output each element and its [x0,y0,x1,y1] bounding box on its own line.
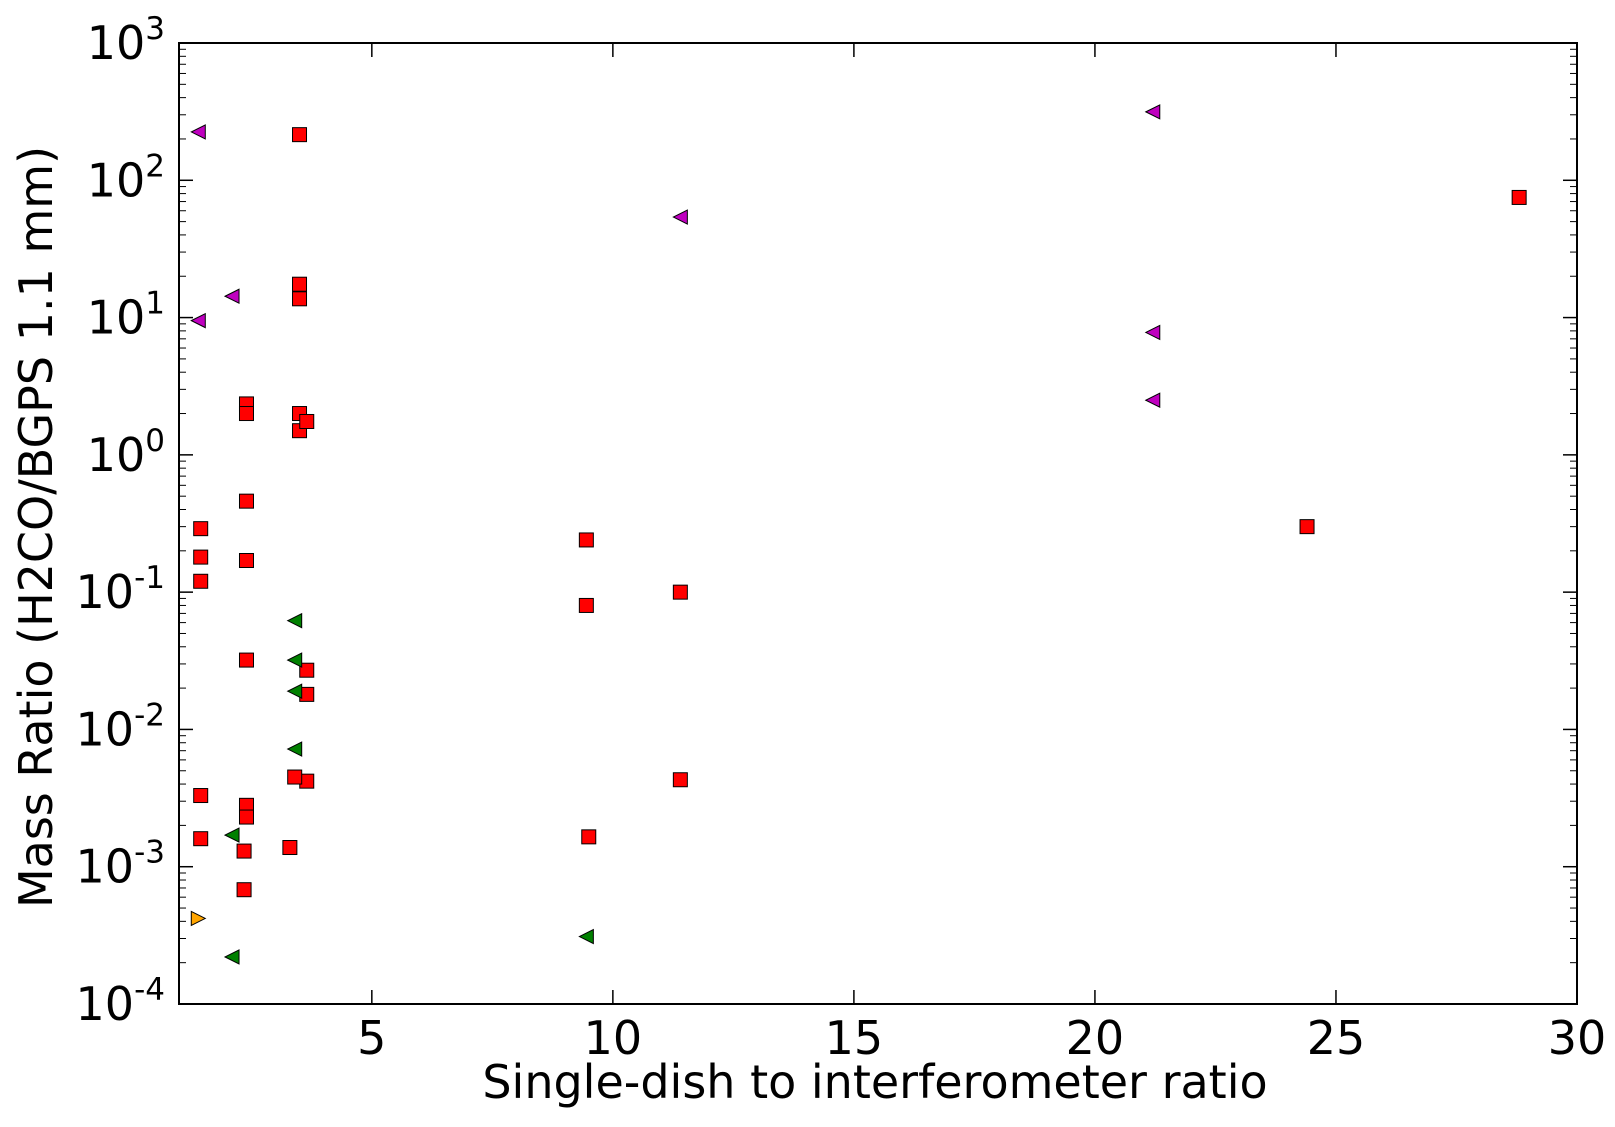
y-tick-label: 101 [87,286,165,345]
plot-frame [178,42,1578,1005]
data-point-square [236,843,252,859]
x-tick-label: 5 [357,1011,386,1065]
data-point-square [672,772,688,788]
data-point-square [1299,519,1315,535]
data-point-triangle-left [1144,324,1161,341]
data-point-square [578,532,594,548]
y-tick-label: 10-1 [76,560,165,619]
data-point-square [672,584,688,600]
data-point-square [238,652,254,668]
data-point-triangle-left [578,928,594,945]
y-tick-label: 103 [87,11,165,70]
data-point-square [299,413,315,429]
y-tick-label: 10-3 [76,835,165,894]
data-point-square [238,406,254,422]
data-point-triangle-left [223,827,240,843]
data-point-square [581,829,597,845]
axes-layer: 5 10 15 20 25 30 10-4 10-3 10-2 10-1 100 101 102 103 [76,11,1607,1065]
data-point-square [299,662,315,678]
x-axis-label: Single-dish to interferometer ratio [482,1055,1267,1109]
y-tick-label: 100 [87,423,165,482]
data-point-square [282,840,298,856]
data-point-triangle-left [286,612,303,629]
y-tick-label: 102 [87,148,165,207]
x-tick-label: 20 [1066,1011,1125,1065]
data-point-square [287,769,303,785]
y-tick-label: 10-2 [76,697,165,756]
data-point-square [238,553,254,569]
data-point-triangle-left [286,683,303,699]
data-point-square [193,831,209,847]
data-point-triangle-left [1144,392,1161,409]
x-tick-label: 25 [1307,1011,1366,1065]
y-tick-label: 10-4 [76,972,165,1031]
data-point-square [193,573,209,589]
data-point-triangle-left [672,209,688,225]
data-point-triangle-left [1144,104,1161,120]
data-marks-layer [190,104,1527,965]
data-point-square [236,882,252,898]
data-point-triangle-left [190,312,206,329]
x-tick-label: 15 [825,1011,884,1065]
data-point-square [578,597,594,613]
data-point-triangle-left [223,949,240,965]
x-tick-label: 30 [1548,1011,1607,1065]
data-point-square [193,521,209,537]
data-point-triangle-left [286,652,303,668]
x-tick-label: 10 [584,1011,643,1065]
data-point-square [292,291,308,307]
data-point-square [292,276,308,292]
y-axis-label: Mass Ratio (H2CO/BGPS 1.1 mm) [9,146,63,908]
data-point-triangle-left [223,288,240,305]
frame-layer [178,42,1578,1005]
data-point-square [292,127,308,143]
data-point-square [193,549,209,565]
data-point-square [193,788,209,804]
data-point-triangle-left [190,124,206,140]
data-point-triangle-right [190,910,207,927]
data-point-triangle-left [286,741,303,757]
data-point-square [238,493,254,509]
data-point-square [238,809,254,825]
data-point-square [1511,189,1527,205]
